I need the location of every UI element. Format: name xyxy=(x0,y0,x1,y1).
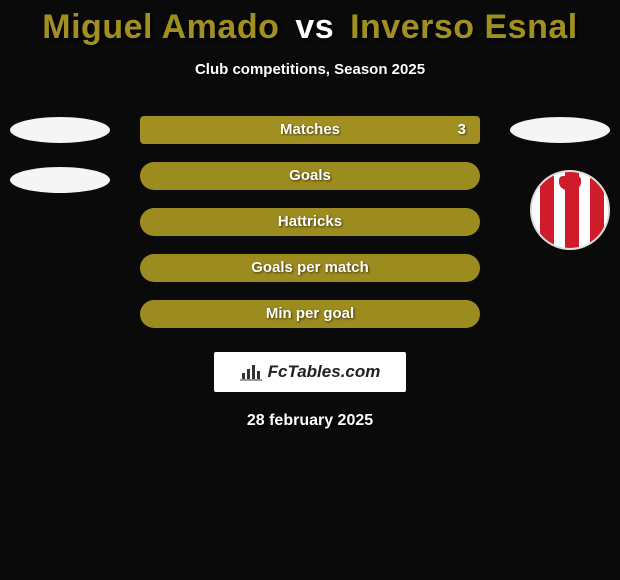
fctables-logo: FcTables.com xyxy=(214,352,407,392)
left-placeholder-ellipse xyxy=(10,167,110,193)
stat-label: Min per goal xyxy=(266,305,354,322)
brand-text: FcTables.com xyxy=(268,362,381,382)
stat-label: Matches xyxy=(280,121,340,138)
player1-name: Miguel Amado xyxy=(42,8,279,46)
stat-bar-gpm: Goals per match xyxy=(140,254,480,282)
stat-row-mpg: Min per goal xyxy=(0,300,620,328)
stat-label: Hattricks xyxy=(278,213,342,230)
stat-row-matches: Matches 3 xyxy=(0,116,620,144)
stat-row-hattricks: Hattricks xyxy=(0,208,620,236)
stat-bar-goals: Goals xyxy=(140,162,480,190)
stat-right-value: 3 xyxy=(458,116,466,144)
stat-row-goals: Goals xyxy=(0,162,620,190)
date-text: 28 february 2025 xyxy=(0,412,620,430)
stat-bar-matches: Matches 3 xyxy=(140,116,480,144)
vs-text: vs xyxy=(295,8,334,46)
subtitle: Club competitions, Season 2025 xyxy=(0,61,620,78)
stat-label: Goals per match xyxy=(251,259,369,276)
logo-container: FcTables.com xyxy=(0,352,620,392)
left-placeholder-ellipse xyxy=(10,117,110,143)
bars-icon xyxy=(240,363,262,381)
stat-bar-hattricks: Hattricks xyxy=(140,208,480,236)
stat-rows: Matches 3 Goals Hattricks Goals per matc… xyxy=(0,116,620,328)
page-title: Miguel Amado vs Inverso Esnal xyxy=(0,0,620,47)
stat-label: Goals xyxy=(289,167,331,184)
stat-row-gpm: Goals per match xyxy=(0,254,620,282)
stat-bar-mpg: Min per goal xyxy=(140,300,480,328)
player2-name: Inverso Esnal xyxy=(350,8,578,46)
right-placeholder-ellipse xyxy=(510,117,610,143)
